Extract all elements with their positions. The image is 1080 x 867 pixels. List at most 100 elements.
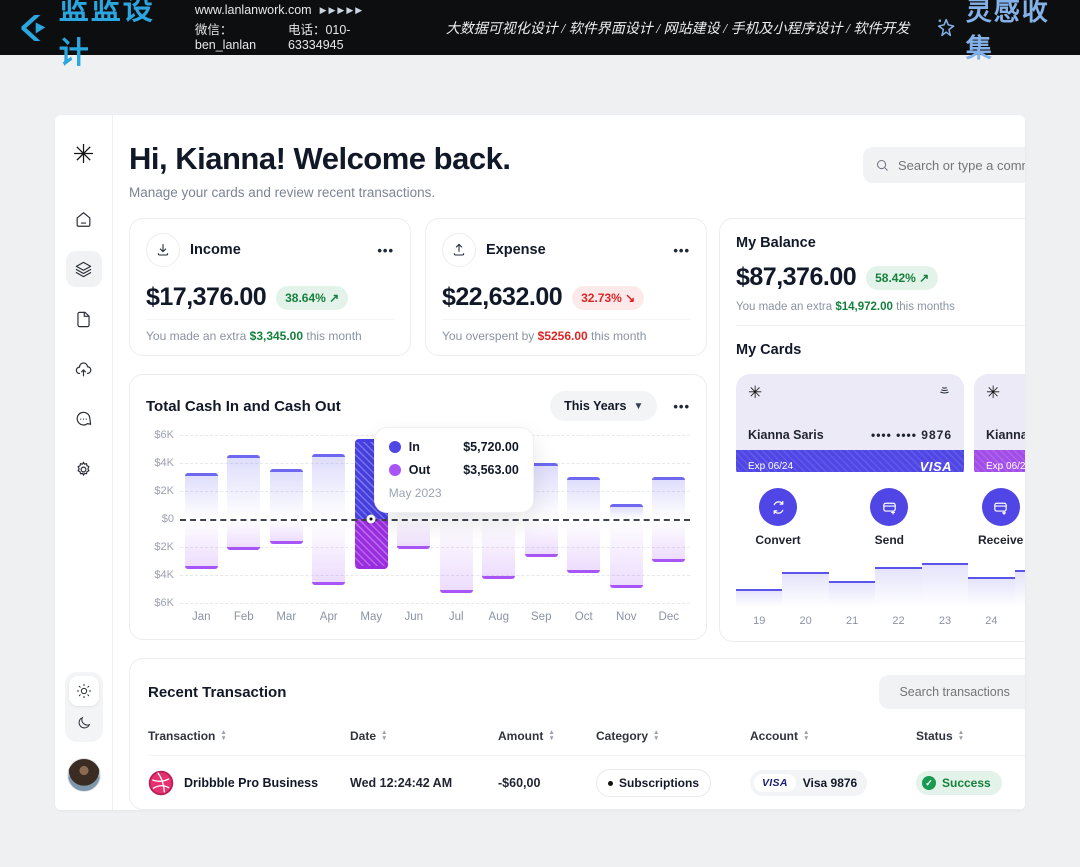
sort-amount[interactable]: Amount ▲ ▼ [498,729,555,743]
card-number: •••• •••• 9876 [871,428,952,442]
website-link[interactable]: www.lanlanwork.com [194,3,312,17]
period-select[interactable]: This Years ▼ [550,391,658,421]
transaction-amount: -$60,00 [498,776,541,790]
expense-menu-button[interactable]: ••• [673,242,690,258]
dark-mode-button[interactable] [69,708,99,738]
phone-number: 电话：010-63334945 [287,23,351,52]
brand-name: 蓝蓝设计 [58,0,155,70]
sidebar-item-settings[interactable] [66,451,102,487]
card-expiry: Exp 06/2 [986,460,1025,472]
table-row[interactable]: Dribbble Pro Business Wed 12:24:42 AM -$… [148,756,1025,809]
card-logo-icon: ✳ [748,383,763,402]
income-note: You made an extra $3,345.00 this month [146,319,394,343]
cloud-upload-icon [75,361,92,376]
balance-note: You made an extra $14,972.00 this months [736,301,1025,326]
search-icon [877,159,888,171]
sidebar-item-cloud[interactable] [66,351,102,387]
my-cards-title: My Cards [736,342,802,358]
category-dot [608,780,613,786]
brand: 蓝蓝设计 [18,0,169,72]
sidebar: ✳ [55,115,113,810]
download-icon [157,244,169,256]
tooltip-caption: May 2023 [388,486,442,500]
table-header: Transaction ▲ ▼ Date ▲ ▼ Amount ▲ ▼ Category ▲ ▼… [148,729,1025,756]
balance-label: My Balance [736,235,816,251]
transactions-search-input[interactable] [899,685,1025,699]
chart-plot[interactable]: In $5,720.00 Out $3,563.00 May 2023 [180,427,690,604]
command-search[interactable]: ⌘F [863,147,1025,183]
balance-amount: $87,376.00 [736,263,857,291]
out-series-dot [388,464,401,476]
credit-card-secondary[interactable]: ✳ Kianna Exp 06/2 [974,374,1025,472]
light-mode-button[interactable] [68,676,99,706]
sidebar-item-home[interactable] [66,201,102,237]
chat-icon [76,411,92,426]
sidebar-item-messages[interactable] [66,401,102,437]
quick-actions: Convert Send Receive More [736,488,1025,547]
sort-category[interactable]: Category ▲ ▼ [596,729,660,743]
card-holder: Kianna Saris [748,428,824,442]
sun-icon [76,683,91,699]
chart-menu-button[interactable]: ••• [673,398,690,414]
promo-banner: 蓝蓝设计 www.lanlanwork.com ▶▶▶▶▶ 微信：ben_lan… [0,0,1080,70]
receive-button[interactable]: Receive [973,488,1025,547]
receive-card-icon [994,502,1007,515]
status-badge: ✓ Success [916,771,1002,795]
app-logo-icon: ✳ [72,139,95,169]
visa-chip: VISA [754,774,796,792]
income-card: Income ••• $17,376.00 38.64% ↗ You made … [129,218,411,356]
convert-icon [773,500,783,514]
sort-account[interactable]: Account ▲ ▼ [750,729,810,743]
category-badge: Subscriptions [596,769,712,797]
page-title: Hi, Kianna! Welcome back. [129,141,511,176]
sidebar-item-files[interactable] [66,301,102,337]
collect-name: 灵感收集 [965,0,1050,63]
income-icon-wrap [146,233,180,267]
contactless-icon [937,384,952,404]
expense-amount: $22,632.00 [442,283,563,311]
card-expiry: Exp 06/24 [748,460,794,472]
home-icon [76,211,91,227]
user-avatar[interactable] [66,758,101,792]
sidebar-item-dashboard[interactable] [65,251,102,287]
search-input[interactable] [898,157,1025,173]
card-holder: Kianna [986,428,1025,442]
cashflow-chart-card: Total Cash In and Cash Out This Years ▼ … [129,374,707,640]
income-label: Income [190,242,241,258]
lanlan-logo-icon [21,14,46,41]
sort-date[interactable]: Date ▲ ▼ [350,729,388,743]
credit-card-primary[interactable]: ✳ Kianna Saris •••• •••• 9876 Exp 06/24 [736,374,964,472]
page-subtitle: Manage your cards and review recent tran… [129,185,436,200]
collect-brand: 灵感收集 [935,0,1062,65]
income-menu-button[interactable]: ••• [377,242,394,258]
in-series-dot [388,441,401,453]
arrows-decoration: ▶▶▶▶▶ [319,4,365,15]
expense-delta-badge: 32.73% ↘ [572,285,645,310]
file-icon [77,311,90,327]
income-delta-badge: 38.64% ↗ [276,285,349,310]
chart-title: Total Cash In and Cash Out [146,397,341,415]
chart-y-axis: $6K $4K $2K $0 $2K $4K $6K [154,429,174,609]
dashboard-panel: ✳ [55,115,1025,810]
wechat-id: 微信：ben_lanlan [194,23,257,52]
income-amount: $17,376.00 [146,283,267,311]
sort-transaction[interactable]: Transaction ▲ ▼ [148,729,227,743]
send-button[interactable]: Send [861,488,917,547]
services-list: 大数据可视化设计 / 软件界面设计 / 网站建设 / 手机及小程序设计 / 软件… [445,21,910,37]
transactions-search[interactable] [879,675,1025,709]
chevron-down-icon: ▼ [633,400,644,412]
cards-carousel[interactable]: ✳ Kianna Saris •••• •••• 9876 Exp 06/24 [736,374,1025,472]
transactions-title: Recent Transaction [148,683,287,701]
sparkle-star-icon [938,18,955,36]
theme-toggle [64,672,103,742]
convert-button[interactable]: Convert [750,488,806,547]
card-logo-icon: ✳ [986,383,1001,402]
balance-delta-badge: 58.42% ↗ [866,265,939,290]
upload-icon [453,243,465,256]
sort-status[interactable]: Status ▲ ▼ [916,729,965,743]
gear-icon [77,461,90,476]
check-icon: ✓ [922,776,936,790]
expense-card: Expense ••• $22,632.00 32.73% ↘ You over… [425,218,707,356]
balance-card: My Balance ••• $87,376.00 58.42% ↗ You m… [719,218,1025,642]
chart-x-labels: Jan Feb Mar Apr May Jun Jul Aug Sep Oct Nov Dec [191,611,679,623]
